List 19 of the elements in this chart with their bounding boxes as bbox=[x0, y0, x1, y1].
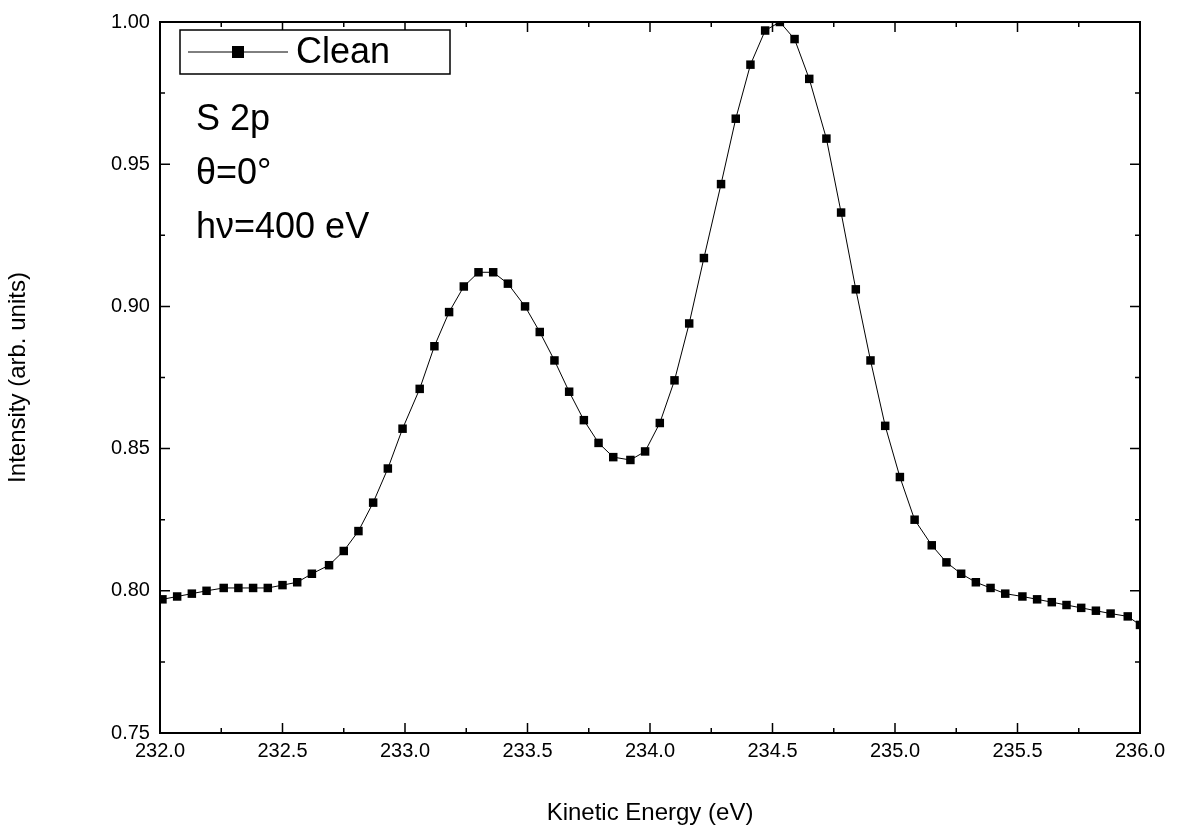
x-tick-label: 235.5 bbox=[992, 738, 1043, 761]
y-tick-label: 0.80 bbox=[111, 578, 150, 601]
x-tick-label: 234.5 bbox=[747, 738, 798, 761]
y-tick-label: 0.85 bbox=[111, 436, 150, 459]
y-tick-label: 0.95 bbox=[111, 151, 150, 174]
annotation: hν=400 eV bbox=[196, 204, 370, 246]
x-tick-label: 235.0 bbox=[869, 738, 921, 761]
y-axis-title: Intensity (arb. units) bbox=[3, 272, 31, 483]
x-axis-title: Kinetic Energy (eV) bbox=[546, 798, 754, 826]
annotation: θ=0° bbox=[196, 150, 272, 192]
x-tick-label: 233.5 bbox=[502, 738, 553, 761]
x-tick-label: 234.0 bbox=[624, 738, 676, 761]
x-tick-label: 236.0 bbox=[1114, 738, 1166, 761]
y-tick-label: 1.00 bbox=[111, 9, 150, 32]
y-tick-label: 0.90 bbox=[111, 293, 150, 316]
x-tick-label: 232.5 bbox=[257, 738, 308, 761]
x-tick-label: 233.0 bbox=[379, 738, 431, 761]
annotation: S 2p bbox=[196, 96, 271, 138]
legend-label: Clean bbox=[296, 29, 391, 71]
